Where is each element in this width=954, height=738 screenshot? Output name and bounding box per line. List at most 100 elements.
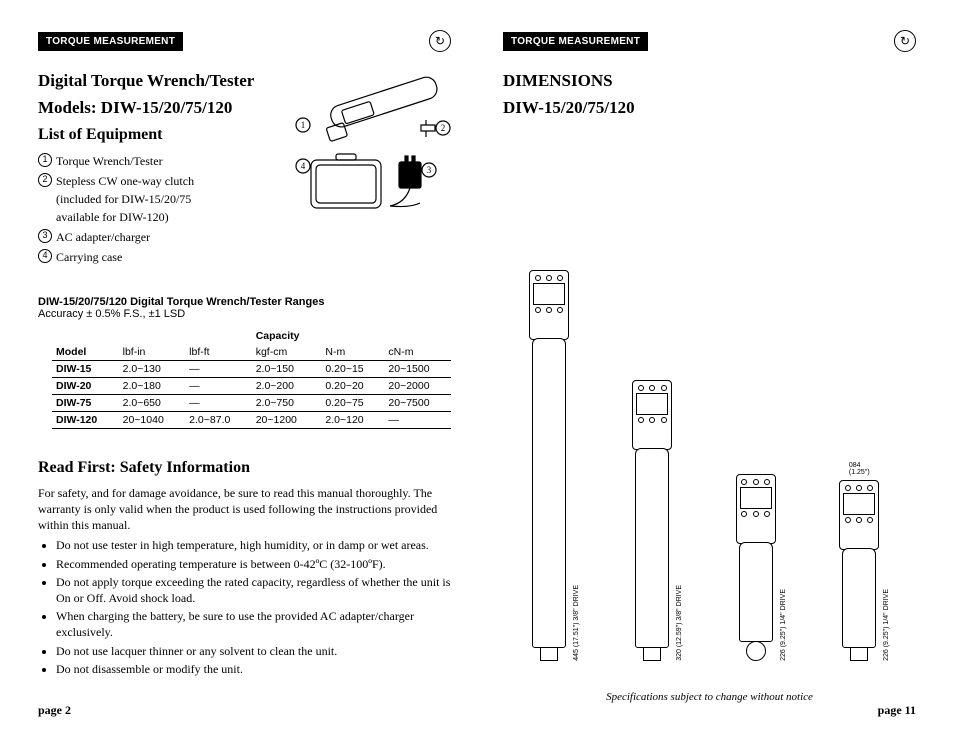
table-row: DIW-752.0~650—2.0~7500.20~7520~7500 xyxy=(52,394,451,411)
safety-bullet: Do not use lacquer thinner or any solven… xyxy=(56,643,451,659)
dimension-label: 320 (12.59") 3/8" DRIVE xyxy=(676,585,683,661)
wrench-head xyxy=(529,270,569,340)
page-left: TORQUE MEASUREMENT ↻ Digital Torque Wren… xyxy=(38,30,451,718)
product-title-line2: Models: DIW-15/20/75/120 xyxy=(38,97,271,120)
table-row: DIW-202.0~180—2.0~2000.20~2020~2000 xyxy=(52,377,451,394)
item-number: 1 xyxy=(38,153,52,167)
col-header: N-m xyxy=(321,344,384,361)
equipment-list: 1 Torque Wrench/Tester 2 Stepless CW one-w… xyxy=(38,152,271,266)
dimensions-diagram: 445 (17.51") 3/8" DRIVE 320 (12.59") 3/8"… xyxy=(503,134,916,681)
item-number: 3 xyxy=(38,229,52,243)
table-cell: 20~7500 xyxy=(384,394,451,411)
table-cell: DIW-75 xyxy=(52,394,119,411)
safety-heading: Read First: Safety Information xyxy=(38,459,451,477)
wrench-head xyxy=(632,380,672,450)
dimension-label: 226 (9.25") 1/4" DRIVE xyxy=(780,589,787,661)
svg-text:3: 3 xyxy=(427,165,432,175)
item-text: Stepless CW one-way clutch (included for… xyxy=(56,172,226,226)
table-cell: 20~1040 xyxy=(119,411,186,428)
table-cell: 0.20~20 xyxy=(321,377,384,394)
item-text: Carrying case xyxy=(56,248,122,266)
col-header: lbf-ft xyxy=(185,344,252,361)
safety-bullet: When charging the battery, be sure to us… xyxy=(56,608,451,640)
extra-dim-label: 084 (1.25") xyxy=(849,462,879,476)
table-cell: — xyxy=(185,377,252,394)
table-cell: 2.0~130 xyxy=(119,360,186,377)
wrench-body xyxy=(842,548,876,648)
wrench-diagram xyxy=(529,270,569,661)
wrench-body xyxy=(739,542,773,642)
table-cell: 2.0~750 xyxy=(252,394,322,411)
svg-text:1: 1 xyxy=(301,120,306,130)
safety-bullet: Do not disassemble or modify the unit. xyxy=(56,661,451,677)
table-cell: DIW-15 xyxy=(52,360,119,377)
wrench-body xyxy=(635,448,669,648)
list-item: 2 Stepless CW one-way clutch (included fo… xyxy=(38,172,271,226)
col-header: Model xyxy=(52,344,119,361)
torque-icon: ↻ xyxy=(894,30,916,52)
spec-note: Specifications subject to change without… xyxy=(503,691,916,703)
safety-bullet: Do not use tester in high temperature, h… xyxy=(56,537,451,553)
safety-bullet: Do not apply torque exceeding the rated … xyxy=(56,574,451,606)
safety-intro: For safety, and for damage avoidance, be… xyxy=(38,485,451,534)
table-title: DIW-15/20/75/120 Digital Torque Wrench/T… xyxy=(38,296,451,308)
product-title-line1: Digital Torque Wrench/Tester xyxy=(38,70,271,93)
torque-icon: ↻ xyxy=(429,30,451,52)
wrench-head xyxy=(839,480,879,550)
table-row: DIW-152.0~130—2.0~1500.20~1520~1500 xyxy=(52,360,451,377)
table-cell: DIW-20 xyxy=(52,377,119,394)
table-cell: 0.20~15 xyxy=(321,360,384,377)
wrench-body xyxy=(532,338,566,648)
list-item: 3 AC adapter/charger xyxy=(38,228,271,246)
wrench-socket xyxy=(746,641,766,661)
table-cell: DIW-120 xyxy=(52,411,119,428)
table-row: DIW-12020~10402.0~87.020~12002.0~120— xyxy=(52,411,451,428)
table-cell: 2.0~120 xyxy=(321,411,384,428)
capacity-header: Capacity xyxy=(252,328,322,344)
page-number-right: page 11 xyxy=(503,703,916,718)
table-cell: 2.0~180 xyxy=(119,377,186,394)
safety-section: Read First: Safety Information For safet… xyxy=(38,459,451,679)
table-cell: 20~1200 xyxy=(252,411,322,428)
table-cell: 20~2000 xyxy=(384,377,451,394)
item-number: 4 xyxy=(38,249,52,263)
item-text: Torque Wrench/Tester xyxy=(56,152,163,170)
wrench-diagram xyxy=(736,474,776,661)
table-cell: 2.0~150 xyxy=(252,360,322,377)
table-cell: 2.0~87.0 xyxy=(185,411,252,428)
page-right: TORQUE MEASUREMENT ↻ DIMENSIONS DIW-15/2… xyxy=(503,30,916,718)
table-cell: 2.0~200 xyxy=(252,377,322,394)
band-label: TORQUE MEASUREMENT xyxy=(503,32,648,51)
wrench-diagram xyxy=(632,380,672,661)
dimensions-title-l2: DIW-15/20/75/120 xyxy=(503,97,916,120)
wrench-diagram: 084 (1.25") xyxy=(839,480,879,661)
header-band-left: TORQUE MEASUREMENT ↻ xyxy=(38,30,451,52)
col-header: cN-m xyxy=(384,344,451,361)
equipment-heading: List of Equipment xyxy=(38,126,271,144)
table-cell: — xyxy=(384,411,451,428)
band-label: TORQUE MEASUREMENT xyxy=(38,32,183,51)
col-header: kgf-cm xyxy=(252,344,322,361)
wrench-socket xyxy=(540,647,558,661)
table-cell: 2.0~650 xyxy=(119,394,186,411)
list-item: 4 Carrying case xyxy=(38,248,271,266)
header-band-right: TORQUE MEASUREMENT ↻ xyxy=(503,30,916,52)
title-equipment-row: Digital Torque Wrench/Tester Models: DIW… xyxy=(38,70,451,268)
safety-bullet: Recommended operating temperature is bet… xyxy=(56,556,451,572)
table-cell: — xyxy=(185,394,252,411)
page-number-left: page 2 xyxy=(38,703,451,718)
table-subtitle: Accuracy ± 0.5% F.S., ±1 LSD xyxy=(38,308,451,320)
wrench-socket xyxy=(643,647,661,661)
dimension-label: 226 (9.25") 1/4" DRIVE xyxy=(883,589,890,661)
wrench-socket xyxy=(850,647,868,661)
dimensions-title-l1: DIMENSIONS xyxy=(503,70,916,93)
item-text: AC adapter/charger xyxy=(56,228,150,246)
table-cell: 0.20~75 xyxy=(321,394,384,411)
safety-bullets: Do not use tester in high temperature, h… xyxy=(38,537,451,677)
equipment-illustration: 1 2 4 3 xyxy=(281,70,451,268)
dimension-label: 445 (17.51") 3/8" DRIVE xyxy=(573,585,580,661)
svg-text:2: 2 xyxy=(441,123,446,133)
ranges-table: Capacity Model lbf-in lbf-ft kgf-cm N-m … xyxy=(52,328,451,429)
col-header: lbf-in xyxy=(119,344,186,361)
item-number: 2 xyxy=(38,173,52,187)
